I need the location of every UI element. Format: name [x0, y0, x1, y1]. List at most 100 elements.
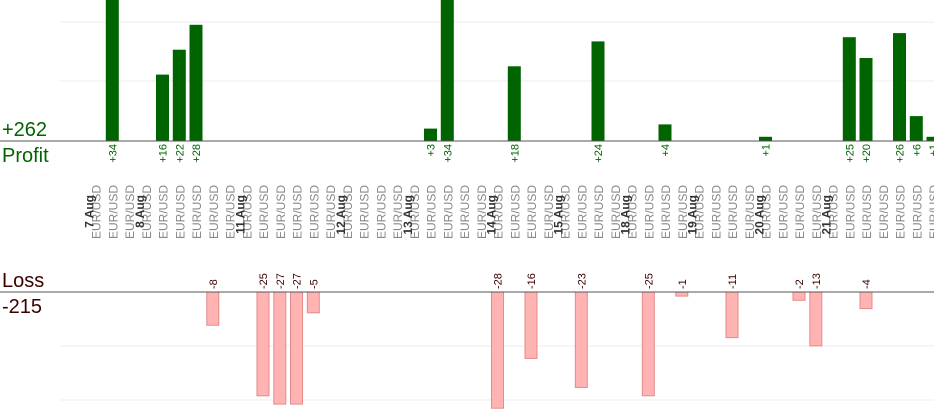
loss-value-label: -27: [292, 273, 304, 289]
category-tick-label: EUR/USD: [140, 185, 154, 239]
profit-value-label: +34: [107, 144, 119, 163]
profit-bar: [926, 136, 934, 141]
loss-bar: [725, 291, 739, 339]
category-tick-label: EUR/USD: [642, 185, 656, 239]
loss-bar: [256, 291, 270, 397]
category-tick-label: EUR/USD: [743, 185, 757, 239]
category-tick-label: EUR/USD: [291, 185, 305, 239]
category-tick-label: EUR/USD: [760, 185, 774, 239]
category-tick-label: EUR/USD: [173, 185, 187, 239]
category-tick-label: EUR/USD: [793, 185, 807, 239]
category-tick-label: EUR/USD: [324, 185, 338, 239]
category-tick-label: EUR/USD: [106, 185, 120, 239]
category-tick-label: EUR/USD: [458, 185, 472, 239]
category-tick-label: EUR/USD: [592, 185, 606, 239]
loss-value-label: -4: [861, 279, 873, 289]
profit-bar: [424, 128, 437, 141]
profit-value-label: +24: [593, 144, 605, 163]
date-group-label: 12 Aug: [334, 195, 348, 235]
profit-bar: [156, 74, 169, 141]
category-tick-label: EUR/USD: [525, 185, 539, 239]
profit-bar: [842, 37, 856, 142]
loss-value-label: -2: [794, 279, 806, 289]
loss-value-label: -16: [526, 273, 538, 289]
category-tick-label: EUR/USD: [542, 185, 556, 239]
category-tick-label: EUR/USD: [257, 185, 271, 239]
loss-bar: [859, 291, 873, 310]
category-tick-label: EUR/USD: [90, 185, 104, 239]
profit-value-label: +20: [861, 144, 873, 163]
profit-bar: [591, 41, 605, 141]
profit-value-label: +34: [442, 144, 454, 163]
category-tick-label: EUR/USD: [508, 185, 522, 239]
loss-value-label: -27: [275, 273, 287, 289]
category-tick-label: EUR/USD: [274, 185, 288, 239]
profit-value-label: +1: [928, 144, 934, 157]
category-tick-label: EUR/USD: [425, 185, 439, 239]
profit-value-label: +25: [844, 144, 856, 163]
loss-bar: [809, 291, 823, 347]
loss-value-label: -5: [308, 279, 320, 289]
loss-total: -215: [2, 296, 43, 318]
date-group-label: 11 Aug: [233, 195, 247, 234]
date-group-label: 8 Aug: [133, 195, 147, 228]
loss-bar: [306, 291, 320, 314]
category-tick-label: EUR/USD: [559, 185, 573, 239]
loss-bar: [574, 291, 588, 388]
profit-total: +262: [2, 119, 48, 141]
date-group-label: 13 Aug: [401, 195, 415, 235]
loss-value-label: -25: [643, 273, 655, 289]
profit-value-label: +4: [660, 144, 672, 157]
profit-bar: [105, 0, 119, 141]
category-tick-label: EUR/USD: [827, 185, 841, 239]
profit-value-label: +16: [158, 144, 170, 163]
loss-bar: [792, 291, 806, 301]
category-tick-label: EUR/USD: [776, 185, 790, 239]
category-tick-label: EUR/USD: [341, 185, 355, 239]
profit-value-label: +22: [174, 144, 186, 163]
category-tick-label: EUR/USD: [910, 185, 924, 239]
category-tick-label: EUR/USD: [894, 185, 908, 239]
category-tick-label: EUR/USD: [843, 185, 857, 239]
category-tick-label: EUR/USD: [441, 185, 455, 239]
profit-value-label: +28: [191, 144, 203, 163]
profit-bar: [172, 49, 186, 142]
category-tick-label: EUR/USD: [190, 185, 204, 239]
category-tick-label: EUR/USD: [123, 185, 137, 239]
loss-value-label: -1: [677, 279, 689, 289]
category-tick-label: EUR/USD: [693, 185, 707, 239]
profit-value-label: +1: [761, 144, 773, 157]
loss-value-label: -23: [576, 273, 588, 289]
category-tick-label: EUR/USD: [358, 185, 372, 239]
date-group-label: 20 Aug: [753, 195, 767, 235]
loss-label: Loss: [2, 270, 45, 292]
profit-bar: [507, 66, 521, 141]
category-tick-label: EUR/USD: [157, 185, 171, 239]
category-tick-label: EUR/USD: [575, 185, 589, 239]
loss-value-label: -28: [493, 273, 505, 289]
category-tick-label: EUR/USD: [877, 185, 891, 239]
profit-bar: [759, 136, 772, 141]
profit-value-label: +6: [911, 144, 923, 157]
loss-bar: [206, 291, 220, 326]
category-tick-label: EUR/USD: [307, 185, 321, 239]
loss-bar: [641, 291, 655, 397]
date-group-label: 19 Aug: [686, 195, 700, 235]
date-group-label: 15 Aug: [552, 195, 566, 235]
date-group-label: 18 Aug: [619, 195, 633, 235]
category-tick-label: EUR/USD: [475, 185, 489, 239]
profit-value-label: +26: [895, 144, 907, 163]
loss-bar: [491, 291, 504, 409]
category-tick-label: EUR/USD: [609, 185, 623, 239]
profit-bar: [859, 58, 873, 141]
loss-value-label: -13: [811, 273, 823, 289]
loss-bar: [675, 291, 689, 297]
category-tick-label: EUR/USD: [374, 185, 388, 239]
profit-value-label: +3: [426, 144, 438, 157]
profit-bar: [440, 0, 454, 141]
profit-bar: [893, 33, 906, 141]
loss-value-label: -11: [727, 274, 739, 289]
category-tick-label: EUR/USD: [626, 185, 640, 239]
profit-bar: [909, 116, 923, 141]
